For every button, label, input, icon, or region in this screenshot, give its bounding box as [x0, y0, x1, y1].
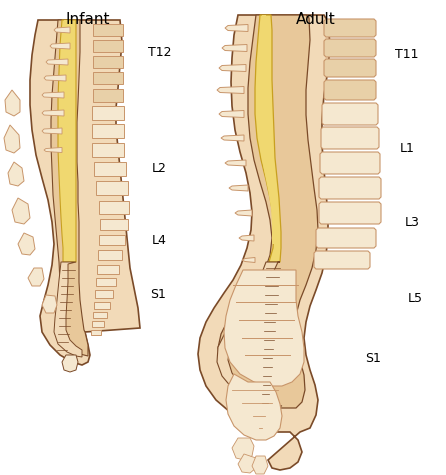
Polygon shape — [94, 302, 110, 308]
Polygon shape — [242, 257, 255, 263]
Text: Infant: Infant — [66, 12, 110, 27]
Polygon shape — [94, 162, 126, 176]
Polygon shape — [91, 330, 101, 334]
Polygon shape — [42, 295, 57, 313]
Polygon shape — [217, 262, 282, 406]
Polygon shape — [50, 43, 70, 49]
Polygon shape — [96, 278, 116, 286]
Polygon shape — [316, 228, 376, 248]
Polygon shape — [226, 374, 282, 440]
Polygon shape — [324, 19, 376, 37]
Polygon shape — [8, 162, 24, 186]
Polygon shape — [324, 80, 376, 100]
Polygon shape — [96, 181, 128, 195]
Polygon shape — [54, 27, 70, 33]
Polygon shape — [92, 143, 124, 157]
Polygon shape — [99, 235, 125, 245]
Polygon shape — [5, 90, 20, 116]
Polygon shape — [4, 125, 20, 153]
Polygon shape — [217, 86, 244, 94]
Polygon shape — [12, 198, 30, 224]
Text: L3: L3 — [405, 216, 420, 228]
Text: Adult: Adult — [296, 12, 336, 27]
Polygon shape — [218, 15, 318, 408]
Polygon shape — [97, 265, 119, 274]
Polygon shape — [98, 250, 122, 260]
Text: S1: S1 — [150, 288, 166, 302]
Text: L4: L4 — [152, 234, 167, 247]
Polygon shape — [92, 124, 124, 138]
Text: L2: L2 — [152, 162, 167, 174]
Polygon shape — [93, 56, 123, 68]
Polygon shape — [92, 106, 124, 120]
Polygon shape — [255, 15, 281, 262]
Polygon shape — [93, 72, 123, 84]
Polygon shape — [198, 15, 330, 470]
Polygon shape — [225, 25, 248, 31]
Polygon shape — [322, 103, 378, 125]
Polygon shape — [224, 270, 304, 386]
Polygon shape — [44, 148, 62, 152]
Polygon shape — [30, 20, 140, 365]
Polygon shape — [321, 127, 379, 149]
Polygon shape — [324, 59, 376, 77]
Polygon shape — [232, 438, 254, 460]
Text: L5: L5 — [408, 292, 423, 304]
Polygon shape — [319, 177, 381, 199]
Polygon shape — [54, 262, 82, 357]
Polygon shape — [46, 59, 68, 65]
Polygon shape — [42, 110, 64, 116]
Polygon shape — [319, 202, 381, 224]
Polygon shape — [219, 65, 246, 72]
Polygon shape — [221, 135, 244, 141]
Polygon shape — [229, 185, 248, 191]
Polygon shape — [100, 218, 128, 229]
Polygon shape — [93, 88, 123, 102]
Polygon shape — [93, 312, 107, 318]
Polygon shape — [93, 40, 123, 52]
Polygon shape — [92, 321, 104, 327]
Text: T12: T12 — [148, 46, 172, 58]
Polygon shape — [18, 233, 35, 255]
Polygon shape — [99, 200, 129, 213]
Polygon shape — [51, 20, 88, 356]
Polygon shape — [258, 15, 277, 244]
Polygon shape — [219, 111, 244, 117]
Polygon shape — [314, 251, 370, 269]
Polygon shape — [95, 290, 113, 298]
Text: S1: S1 — [365, 352, 381, 364]
Polygon shape — [44, 75, 66, 81]
Polygon shape — [58, 20, 76, 262]
Polygon shape — [252, 456, 268, 474]
Polygon shape — [28, 268, 44, 286]
Polygon shape — [238, 454, 256, 473]
Polygon shape — [222, 45, 247, 51]
Polygon shape — [42, 128, 62, 134]
Polygon shape — [93, 24, 123, 36]
Polygon shape — [239, 235, 254, 241]
Polygon shape — [324, 39, 376, 57]
Text: L1: L1 — [400, 142, 415, 154]
Polygon shape — [235, 210, 252, 216]
Polygon shape — [225, 160, 246, 166]
Polygon shape — [60, 20, 69, 245]
Polygon shape — [320, 152, 380, 174]
Polygon shape — [62, 355, 78, 372]
Polygon shape — [42, 92, 64, 98]
Text: T11: T11 — [395, 48, 418, 61]
